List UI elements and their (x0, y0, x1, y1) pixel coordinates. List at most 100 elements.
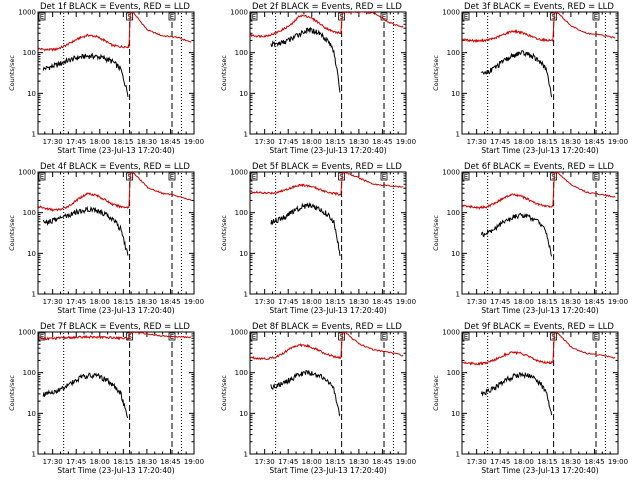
flag-box (250, 12, 258, 21)
plot-area (250, 12, 404, 93)
x-tick-label: 18:45 (160, 458, 180, 466)
flag-label: E (252, 13, 256, 21)
x-tick-label: 18:45 (372, 298, 392, 306)
x-tick-label: 17:45 (490, 138, 510, 146)
x-tick-label: 18:00 (90, 298, 110, 306)
flag-box (168, 172, 176, 181)
flag-box (462, 12, 470, 21)
y-tick-label: 1 (456, 291, 460, 299)
panel-6: Det 6f BLACK = Events, RED = LLD 1 10 100 10… (432, 162, 628, 315)
x-tick-label: 19:00 (396, 458, 416, 466)
flag-label: E (594, 13, 598, 21)
y-tick-label: 1000 (18, 329, 36, 337)
lld-series-line (38, 12, 192, 52)
y-tick-label: 100 (235, 49, 248, 57)
x-axis-label: Start Time (23-Jul-13 17:20:40) (57, 306, 174, 315)
x-tick-label: 17:45 (278, 138, 298, 146)
y-tick-label: 10 (451, 250, 460, 258)
x-tick-label: 17:45 (490, 298, 510, 306)
y-tick-label: 10 (27, 90, 36, 98)
panel-3: Det 3f BLACK = Events, RED = LLD 1 10 100 10… (432, 2, 628, 155)
x-tick-label: 18:00 (302, 138, 322, 146)
x-tick-label: 18:15 (113, 298, 133, 306)
y-tick-label: 100 (235, 209, 248, 217)
x-tick-label: 18:30 (137, 138, 157, 146)
x-tick-label: 17:45 (66, 458, 86, 466)
flag-box (380, 172, 388, 181)
y-tick-label: 1000 (442, 169, 460, 177)
y-axis-label: Counts/sec (8, 375, 16, 411)
x-tick-label: 19:00 (608, 138, 628, 146)
x-tick-label: 17:30 (467, 138, 487, 146)
flag-box (250, 332, 258, 341)
lld-series-line (250, 172, 404, 197)
plot-area (38, 12, 192, 97)
x-tick-label: 17:45 (278, 298, 298, 306)
panel-title: Det 4f BLACK = Events, RED = LLD (40, 162, 190, 172)
lld-series-line (462, 332, 616, 366)
x-tick-label: 17:45 (278, 458, 298, 466)
y-tick-label: 100 (235, 369, 248, 377)
x-axis-label: Start Time (23-Jul-13 17:20:40) (269, 306, 386, 315)
flag-label: E (170, 173, 174, 181)
y-axis-label: Counts/sec (8, 215, 16, 251)
plot-frame (37, 171, 195, 295)
x-tick-label: 18:15 (537, 138, 557, 146)
y-tick-label: 1000 (230, 329, 248, 337)
y-axis-label: Counts/sec (220, 375, 228, 411)
y-tick-label: 10 (451, 90, 460, 98)
x-tick-label: 18:45 (584, 458, 604, 466)
flag-label: E (464, 173, 468, 181)
y-tick-label: 100 (447, 209, 460, 217)
events-series-line (270, 26, 341, 93)
flag-label: S (127, 333, 132, 341)
flag-box (38, 332, 46, 341)
panel-2: Det 2f BLACK = Events, RED = LLD 1 10 100 10… (220, 2, 416, 155)
plot-area (38, 332, 192, 419)
x-tick-label: 18:45 (160, 138, 180, 146)
y-tick-label: 1000 (18, 9, 36, 17)
x-tick-label: 18:15 (325, 138, 345, 146)
y-tick-label: 10 (239, 410, 248, 418)
panel-title: Det 2f BLACK = Events, RED = LLD (252, 2, 402, 12)
flag-box (250, 172, 258, 181)
panel-9: Det 9f BLACK = Events, RED = LLD 1 10 100 10… (432, 322, 628, 475)
plot-frame (249, 171, 407, 295)
x-tick-label: 18:45 (584, 138, 604, 146)
x-tick-label: 18:00 (514, 298, 534, 306)
y-tick-label: 1000 (230, 9, 248, 17)
y-tick-label: 1000 (18, 169, 36, 177)
x-tick-label: 18:45 (584, 298, 604, 306)
plot-frame (37, 331, 195, 455)
flag-label: E (594, 173, 598, 181)
flag-label: E (382, 173, 386, 181)
flag-box (462, 172, 470, 181)
y-axis-label: Counts/sec (220, 215, 228, 251)
x-tick-label: 17:30 (255, 138, 275, 146)
y-tick-label: 100 (23, 209, 36, 217)
lld-series-line (250, 332, 404, 361)
panel-title: Det 9f BLACK = Events, RED = LLD (464, 322, 614, 332)
x-tick-label: 18:15 (113, 138, 133, 146)
x-axis-label: Start Time (23-Jul-13 17:20:40) (481, 146, 598, 155)
x-tick-label: 18:45 (160, 298, 180, 306)
panel-5: Det 5f BLACK = Events, RED = LLD 1 10 100 10… (220, 162, 416, 315)
plot-frame (461, 11, 619, 135)
y-axis-label: Counts/sec (432, 375, 440, 411)
flag-label: E (464, 13, 468, 21)
lld-series-line (462, 172, 616, 210)
x-tick-label: 18:15 (537, 298, 557, 306)
plot-area (462, 332, 616, 416)
events-series-line (42, 52, 129, 97)
y-tick-label: 1000 (442, 9, 460, 17)
flag-box (592, 172, 600, 181)
x-tick-label: 18:00 (302, 298, 322, 306)
plot-area (250, 172, 404, 257)
flag-label: E (464, 333, 468, 341)
x-tick-label: 18:15 (325, 458, 345, 466)
events-series-line (42, 205, 129, 256)
y-tick-label: 1 (32, 131, 36, 139)
x-axis-label: Start Time (23-Jul-13 17:20:40) (57, 146, 174, 155)
panel-7: Det 7f BLACK = Events, RED = LLD 1 10 100 10… (8, 322, 204, 475)
